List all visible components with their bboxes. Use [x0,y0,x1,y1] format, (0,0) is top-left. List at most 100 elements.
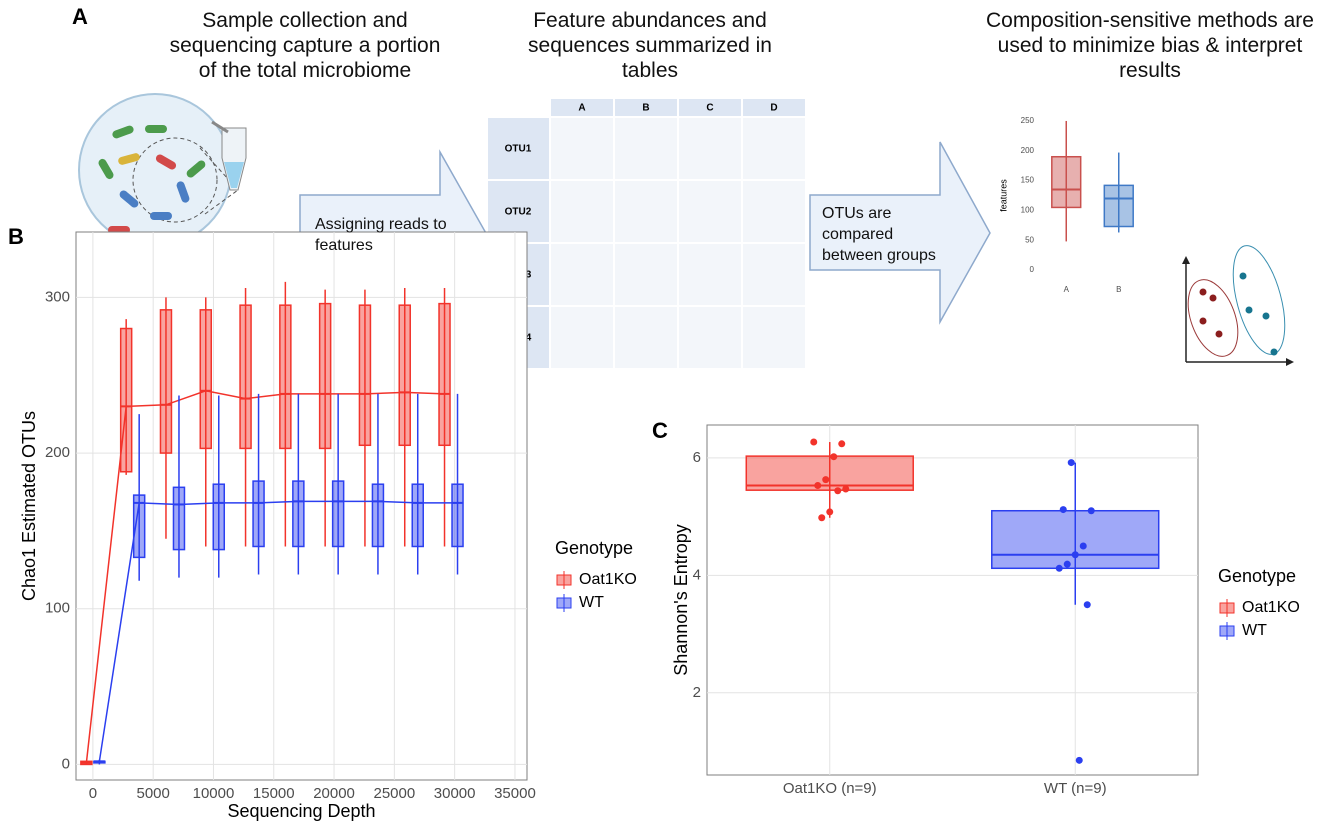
box [173,487,184,549]
heading: Sample collection and sequencing capture… [160,8,450,83]
table-cell [679,181,741,242]
table-row-label: OTU1 [505,144,532,155]
legend-key [1220,626,1234,636]
table-cell [615,118,677,179]
y-tick-label: 300 [45,288,70,305]
panel-label: A [72,4,88,29]
box [412,484,423,546]
x-tick-label: 20000 [313,785,355,802]
data-point [1064,561,1071,568]
data-point [1088,507,1095,514]
x-axis-title: Sequencing Depth [227,801,375,821]
box [399,305,410,445]
y-tick-label: 150 [1021,176,1035,185]
box [452,484,463,546]
legend-key [557,575,571,585]
data-point [842,486,849,493]
data-point [822,476,829,483]
box [121,329,132,472]
table-cell [615,244,677,305]
y-tick-label: 4 [693,566,701,583]
x-tick-label: Oat1KO (n=9) [783,780,877,797]
data-point [1080,542,1087,549]
x-tick-label: WT (n=9) [1044,780,1107,797]
table-cell [551,244,613,305]
arrow-label: OTUs are compared between groups [822,203,947,266]
box [160,310,171,453]
box [253,481,264,546]
x-tick-label: 5000 [136,785,169,802]
box [213,484,224,549]
box [1104,185,1133,226]
box [240,305,251,448]
table-column-label: D [770,103,777,114]
x-tick-label: 35000 [494,785,536,802]
y-tick-label: 50 [1025,235,1034,244]
y-axis-title: Chao1 Estimated OTUs [19,411,39,601]
heading: Feature abundances and sequences summari… [525,8,775,83]
x-tick-label: 0 [89,785,97,802]
y-tick-label: 2 [693,684,701,701]
table-column-label: B [642,103,649,114]
arrow-label: Assigning reads to features [315,214,465,256]
data-point [818,514,825,521]
box [372,484,383,546]
box [359,305,370,445]
table-cell [743,307,805,368]
legend-label: Oat1KO [579,571,637,588]
y-tick-label: 200 [1021,146,1035,155]
table-cell [679,307,741,368]
data-point [1060,506,1067,513]
data-point [810,439,817,446]
panel-label: B [8,224,24,249]
table-column-label: C [706,103,713,114]
box [333,481,344,546]
data-point [1076,757,1083,764]
y-tick-label: 100 [1021,206,1035,215]
box [1052,157,1081,208]
table-cell [615,181,677,242]
data-point [1072,551,1079,558]
data-point [1084,601,1091,608]
x-tick-label: 15000 [253,785,295,802]
table-cell [551,118,613,179]
x-tick-label: B [1116,285,1121,294]
x-tick-label: 10000 [193,785,235,802]
feature-table: ABCDOTU1OTU2OTU3OTU4 [488,99,805,368]
table-cell [551,307,613,368]
legend-label: WT [579,594,604,611]
table-cell [551,181,613,242]
legend-title: Genotype [1218,566,1296,586]
data-point [1056,565,1063,572]
table-cell [615,307,677,368]
data-point [826,508,833,515]
box [293,481,304,546]
y-tick-label: 100 [45,600,70,617]
heading: Composition-sensitive methods are used t… [985,8,1315,83]
y-tick-label: 200 [45,444,70,461]
y-tick-label: 0 [62,755,70,772]
legend-key [557,598,571,608]
data-point [814,482,821,489]
box [280,305,291,448]
figure: A ABCDOTU1OTU2OTU3OTU4 [0,0,1330,826]
data-point [838,440,845,447]
table-cell [679,244,741,305]
legend-label: WT [1242,622,1267,639]
data-point [834,487,841,494]
figure-canvas: A ABCDOTU1OTU2OTU3OTU4 [0,0,1330,826]
table-cell [743,118,805,179]
y-tick-label: 0 [1030,265,1035,274]
table-cell [743,181,805,242]
y-tick-label: 250 [1021,116,1035,125]
microbiome-icon [79,94,238,246]
data-point [1068,459,1075,466]
table-row-label: OTU2 [505,207,532,218]
data-point [830,453,837,460]
box [320,304,331,449]
ordination-icon [1179,240,1295,366]
table-cell [679,118,741,179]
box [439,304,450,446]
table-cell [743,244,805,305]
